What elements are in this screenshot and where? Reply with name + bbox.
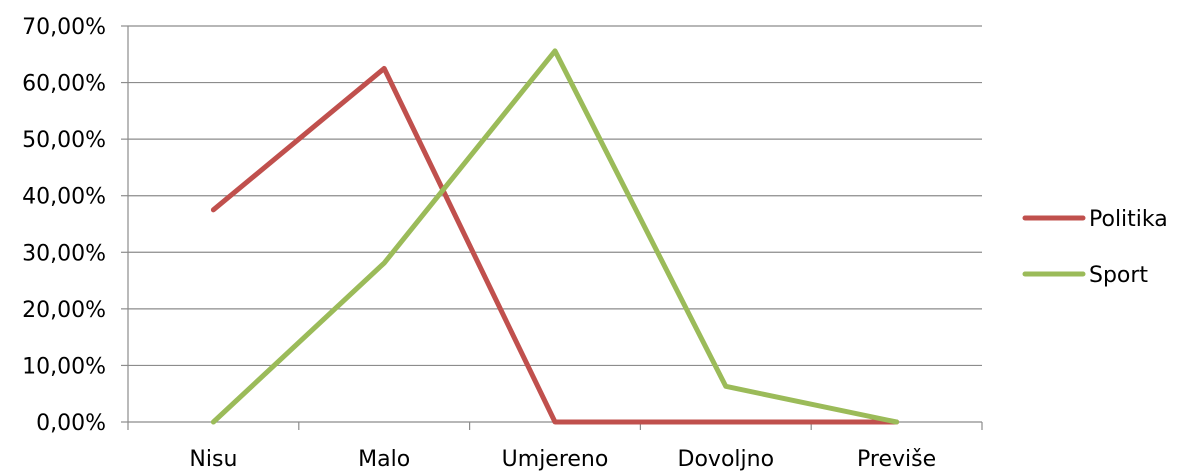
axes bbox=[121, 25, 983, 430]
y-tick-label: 60,00% bbox=[22, 72, 106, 97]
x-tick-label: Umjereno bbox=[502, 447, 609, 472]
gridlines bbox=[128, 25, 982, 367]
series-line-politika bbox=[210, 65, 900, 425]
y-tick-label: 40,00% bbox=[22, 185, 106, 210]
legend: Politika Sport bbox=[1022, 207, 1168, 288]
x-axis-tick-labels: Nisu Malo Umjereno Dovoljno Previše bbox=[189, 447, 936, 472]
series-lines bbox=[210, 48, 900, 425]
x-tick-label: Malo bbox=[358, 447, 410, 472]
y-tick-label: 70,00% bbox=[22, 15, 106, 40]
legend-label: Politika bbox=[1089, 207, 1168, 232]
legend-label: Sport bbox=[1089, 263, 1148, 288]
y-axis-tick-labels: 0,00% 10,00% 20,00% 30,00% 40,00% 50,00% 60,00… bbox=[22, 15, 106, 436]
legend-item-sport: Sport bbox=[1022, 263, 1148, 288]
y-tick-label: 10,00% bbox=[22, 354, 106, 379]
x-tick-label: Dovoljno bbox=[678, 447, 775, 472]
y-tick-label: 30,00% bbox=[22, 241, 106, 266]
y-tick-label: 0,00% bbox=[36, 411, 106, 436]
series-line-sport bbox=[210, 48, 900, 425]
x-tick-label: Nisu bbox=[189, 447, 237, 472]
legend-item-politika: Politika bbox=[1022, 207, 1168, 232]
y-tick-label: 20,00% bbox=[22, 298, 106, 323]
y-tick-label: 50,00% bbox=[22, 128, 106, 153]
x-tick-label: Previše bbox=[857, 447, 936, 472]
